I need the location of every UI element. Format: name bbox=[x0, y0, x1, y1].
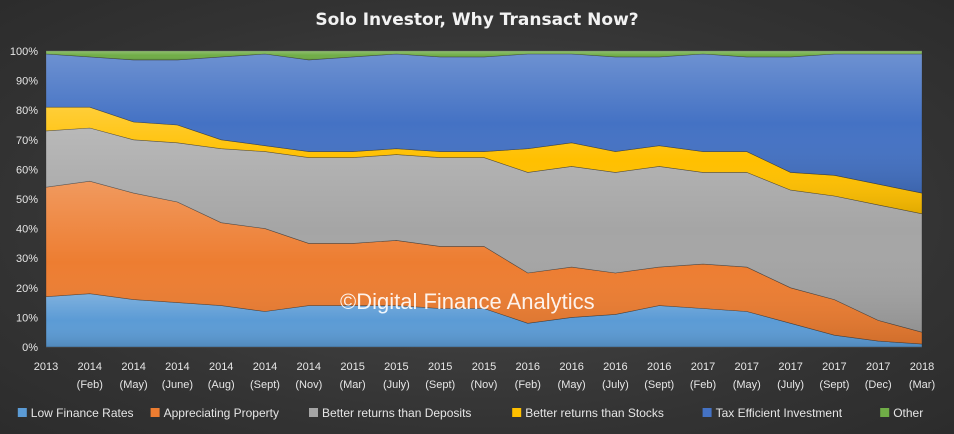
x-tick-year: 2016 bbox=[559, 361, 583, 373]
y-tick-label: 30% bbox=[16, 253, 38, 265]
x-tick-year: 2017 bbox=[778, 361, 802, 373]
legend-swatch bbox=[309, 408, 318, 417]
x-tick-year: 2013 bbox=[34, 361, 58, 373]
x-tick-month: (Nov) bbox=[471, 379, 498, 391]
area-layer bbox=[45, 50, 923, 348]
x-tick-year: 2018 bbox=[910, 361, 934, 373]
x-tick-year: 2015 bbox=[472, 361, 496, 373]
x-tick-year: 2014 bbox=[78, 361, 102, 373]
x-tick-month: (Mar) bbox=[339, 379, 365, 391]
y-tick-label: 50% bbox=[16, 194, 38, 206]
x-tick-month: (Nov) bbox=[295, 379, 322, 391]
x-tick-year: 2015 bbox=[340, 361, 364, 373]
x-tick-year: 2014 bbox=[297, 361, 321, 373]
y-tick-label: 100% bbox=[10, 46, 38, 58]
legend-label: Tax Efficient Investment bbox=[716, 406, 843, 420]
y-tick-label: 90% bbox=[16, 76, 38, 88]
x-tick-month: (Mar) bbox=[909, 379, 935, 391]
x-tick-month: (July) bbox=[777, 379, 804, 391]
x-tick-month: (Aug) bbox=[208, 379, 235, 391]
legend-label: Better returns than Stocks bbox=[525, 406, 664, 420]
x-tick-month: (June) bbox=[162, 379, 193, 391]
x-tick-month: (Feb) bbox=[77, 379, 103, 391]
area-gloss bbox=[46, 181, 922, 344]
x-tick-month: (July) bbox=[602, 379, 629, 391]
x-tick-month: (May) bbox=[558, 379, 586, 391]
x-tick-year: 2017 bbox=[822, 361, 846, 373]
area-gloss bbox=[46, 51, 922, 60]
y-tick-label: 40% bbox=[16, 224, 38, 236]
legend-swatch bbox=[880, 408, 890, 417]
legend-swatch bbox=[150, 408, 160, 417]
x-tick-year: 2016 bbox=[516, 361, 540, 373]
x-tick-month: (July) bbox=[383, 379, 410, 391]
x-tick-year: 2015 bbox=[428, 361, 452, 373]
x-tick-month: (Feb) bbox=[515, 379, 541, 391]
x-tick-month: (May) bbox=[733, 379, 761, 391]
legend-label: Appreciating Property bbox=[164, 406, 279, 420]
legend-label: Better returns than Deposits bbox=[322, 406, 471, 420]
x-tick-month: (Sept) bbox=[250, 379, 280, 391]
x-tick-month: (Sept) bbox=[644, 379, 674, 391]
x-tick-month: (Sept) bbox=[425, 379, 455, 391]
legend-label: Low Finance Rates bbox=[31, 406, 134, 420]
y-tick-label: 20% bbox=[16, 283, 38, 295]
x-tick-month: (Feb) bbox=[690, 379, 716, 391]
x-axis: 2013 2014 (Feb) 2014 (May) 2014 (June) 2014 (Aug… bbox=[34, 361, 935, 391]
x-tick-year: 2017 bbox=[691, 361, 715, 373]
legend-swatch bbox=[17, 408, 27, 417]
y-axis: 0% 10% 20% 30% 40% 50% 60% 70% 80% 90% 100% bbox=[10, 46, 38, 354]
x-tick-year: 2014 bbox=[121, 361, 145, 373]
x-tick-month: (Dec) bbox=[865, 379, 892, 391]
area-gloss bbox=[46, 107, 922, 214]
legend-swatch bbox=[512, 408, 522, 417]
legend-swatch bbox=[702, 408, 712, 417]
chart-title: Solo Investor, Why Transact Now? bbox=[315, 10, 638, 30]
x-tick-year: 2017 bbox=[866, 361, 890, 373]
y-tick-label: 80% bbox=[16, 105, 38, 117]
x-tick-year: 2014 bbox=[165, 361, 189, 373]
x-tick-month: (Sept) bbox=[819, 379, 849, 391]
x-tick-year: 2015 bbox=[384, 361, 408, 373]
y-tick-label: 70% bbox=[16, 135, 38, 147]
legend: Low Finance Rates Appreciating Property Be… bbox=[17, 406, 923, 420]
area-gloss bbox=[46, 293, 922, 347]
x-tick-year: 2016 bbox=[603, 361, 627, 373]
x-tick-month: (May) bbox=[120, 379, 148, 391]
area-gloss bbox=[46, 128, 922, 333]
x-tick-year: 2016 bbox=[647, 361, 671, 373]
area-gloss bbox=[46, 54, 922, 194]
x-tick-year: 2014 bbox=[209, 361, 233, 373]
watermark: ©Digital Finance Analytics bbox=[340, 289, 595, 314]
legend-label: Other bbox=[893, 406, 923, 420]
y-tick-label: 60% bbox=[16, 164, 38, 176]
x-tick-year: 2017 bbox=[735, 361, 759, 373]
x-tick-year: 2014 bbox=[253, 361, 277, 373]
y-tick-label: 10% bbox=[16, 312, 38, 324]
y-tick-label: 0% bbox=[22, 342, 38, 354]
